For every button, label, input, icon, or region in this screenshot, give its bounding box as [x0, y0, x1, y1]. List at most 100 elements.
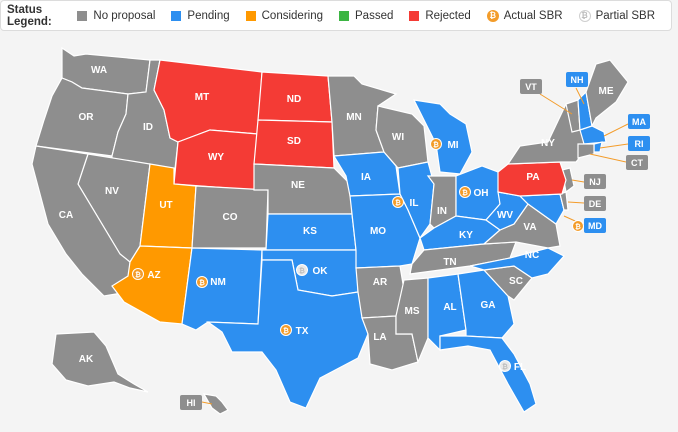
tag-nj[interactable]: [584, 174, 606, 189]
tag-vt[interactable]: [520, 79, 542, 94]
state-ri[interactable]: [593, 141, 603, 153]
label-va: VA: [523, 222, 536, 233]
legend-label-considering: Considering: [261, 9, 323, 22]
tag-label-md: MD: [588, 221, 602, 231]
label-pa: PA: [526, 172, 539, 183]
tag-ct[interactable]: [626, 155, 648, 170]
label-mt: MT: [195, 92, 209, 103]
state-nm[interactable]: [181, 247, 263, 331]
state-hi[interactable]: [202, 393, 229, 415]
label-oh: OH: [474, 188, 489, 199]
tag-ri[interactable]: [628, 136, 650, 151]
tag-label-vt: VT: [525, 82, 537, 92]
legend-item-pending: Pending: [171, 9, 230, 22]
label-ak: AK: [79, 354, 94, 365]
us-states-map: ₿ ₿: [31, 46, 650, 415]
label-nc: NC: [525, 250, 539, 261]
bitcoin-coin-icon-nm: [196, 276, 208, 288]
label-il: IL: [410, 198, 419, 209]
label-in: IN: [437, 206, 447, 217]
state-nc[interactable]: [469, 247, 565, 279]
bitcoin-coin-outline-icon-ok: [296, 264, 308, 276]
legend-label-passed: Passed: [355, 9, 394, 22]
state-ca[interactable]: [31, 145, 131, 297]
label-id: ID: [143, 122, 153, 133]
legend-title: Status Legend:: [7, 3, 52, 28]
label-ok: OK: [313, 266, 329, 277]
bitcoin-coin-icon-mi: [430, 138, 442, 150]
label-mn: MN: [346, 112, 362, 123]
tag-de[interactable]: [584, 196, 606, 211]
label-tn: TN: [443, 257, 456, 268]
legend-label-actual-sbr: Actual SBR: [503, 9, 563, 22]
legend-label-rejected: Rejected: [425, 9, 471, 22]
bitcoin-coin-icon: ₿: [486, 9, 499, 22]
state-mi[interactable]: [412, 99, 473, 175]
label-ky: KY: [459, 230, 473, 241]
legend-swatch-passed: [339, 10, 349, 21]
legend-item-no-proposal: No proposal: [77, 10, 155, 22]
bitcoin-coin-outline-icon-fl: [499, 360, 511, 372]
legend-label-pending: Pending: [187, 9, 230, 22]
label-az: AZ: [147, 270, 160, 281]
label-ia: IA: [361, 172, 371, 183]
state-de[interactable]: [559, 191, 569, 211]
bitcoin-coin-icon-az: [132, 268, 144, 280]
legend-swatch-rejected: [409, 10, 420, 21]
tag-ma[interactable]: [628, 114, 650, 129]
label-ne: NE: [291, 180, 305, 191]
legend-item-rejected: Rejected: [409, 9, 471, 22]
legend-swatch-pending: [171, 10, 182, 21]
legend-swatch-considering: [245, 10, 256, 21]
state-tn[interactable]: [409, 241, 517, 275]
label-ga: GA: [481, 300, 496, 311]
label-fl: FL: [514, 362, 526, 373]
label-la: LA: [373, 332, 386, 343]
label-nv: NV: [105, 186, 119, 197]
label-sd: SD: [287, 136, 301, 147]
label-ca: CA: [59, 210, 73, 221]
legend-item-actual-sbr: ₿ Actual SBR: [486, 9, 563, 22]
label-nm: NM: [210, 277, 226, 288]
label-wy: WY: [208, 152, 224, 163]
legend-item-passed: Passed: [339, 10, 393, 22]
state-me[interactable]: [585, 59, 629, 128]
bitcoin-coin-icon-il: [392, 196, 404, 208]
tag-md[interactable]: [584, 218, 606, 233]
tag-label-ct: CT: [631, 158, 643, 168]
legend-swatch-no-proposal: [77, 10, 88, 21]
tag-label-ri: RI: [635, 139, 644, 149]
label-ut: UT: [159, 200, 172, 211]
state-callouts: VT NH MA RI CT NJ DE MD HI: [180, 72, 650, 410]
state-il[interactable]: [397, 161, 435, 240]
label-or: OR: [79, 112, 95, 123]
tag-nh[interactable]: [566, 72, 588, 87]
label-wv: WV: [497, 210, 513, 221]
legend-label-no-proposal: No proposal: [93, 9, 156, 22]
label-nd: ND: [287, 94, 301, 105]
tag-label-nh: NH: [571, 75, 584, 85]
label-ar: AR: [373, 277, 388, 288]
tag-label-de: DE: [589, 199, 602, 209]
label-mo: MO: [370, 226, 386, 237]
state-ak[interactable]: [51, 331, 149, 393]
label-al: AL: [443, 302, 456, 313]
state-ma[interactable]: [579, 125, 607, 145]
label-mi: MI: [447, 140, 458, 151]
legend-item-partial-sbr: ₿ Partial SBR: [578, 9, 655, 22]
bitcoin-coin-outline-icon: ₿: [578, 9, 591, 22]
label-wi: WI: [392, 132, 404, 143]
state-ct[interactable]: [577, 143, 595, 159]
label-tx: TX: [296, 326, 309, 337]
state-fl[interactable]: [439, 335, 537, 413]
label-ms: MS: [405, 306, 420, 317]
bitcoin-coin-icon-tx: [280, 324, 292, 336]
label-wa: WA: [91, 65, 107, 76]
label-ny: NY: [541, 138, 555, 149]
legend-item-considering: Considering: [245, 9, 323, 22]
state-labels: WA OR ID MT ND SD WY NV CA UT CO NE KS O…: [59, 65, 614, 373]
label-co: CO: [223, 212, 238, 223]
label-me: ME: [599, 86, 614, 97]
tag-label-hi: HI: [187, 398, 196, 408]
tag-hi[interactable]: [180, 395, 202, 410]
